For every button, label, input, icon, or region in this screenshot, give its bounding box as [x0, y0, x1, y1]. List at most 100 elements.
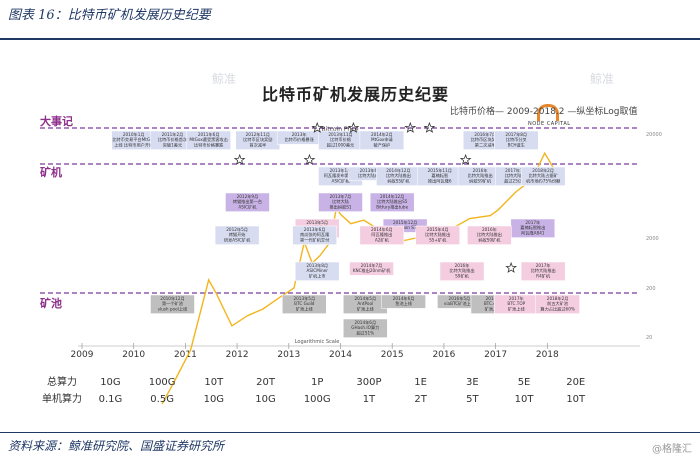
event-box-text: ASIC矿机: [238, 203, 257, 210]
event-box: [214, 225, 260, 245]
milestone-star-icon: [311, 121, 324, 133]
brand-arch-icon: [537, 104, 559, 121]
event-box-text: 2015年11月: [428, 167, 452, 174]
row-label-miners: 矿机: [40, 165, 62, 179]
event-box: [225, 192, 270, 212]
event-box-text: 推出阿瓦隆6: [428, 177, 452, 184]
total-hashrate-label: 总算力: [47, 375, 77, 388]
milestone-star-icon: [303, 153, 316, 165]
event-box-text: 2013年6月: [304, 226, 326, 233]
event-box-text: 比特币价格: [330, 136, 352, 143]
event-box-text: BTC.TOP: [507, 301, 525, 306]
x-tick-label: 2017: [484, 350, 507, 360]
event-box-text: 阿瓦隆推出: [371, 231, 392, 238]
total-hashrate-value: 10G: [100, 377, 120, 388]
event-box-text: 鱼池上线: [395, 300, 413, 306]
event-box-text: 2013年: [292, 131, 307, 138]
event-box-text: 2014年12月: [386, 167, 410, 174]
event-box-text: 第二次减半: [475, 141, 496, 148]
milestone-star-icon: [505, 261, 518, 273]
unit-hashrate-value: 100G: [304, 394, 331, 405]
y-tick-label: 2000: [646, 236, 659, 242]
event-box-text: 2018年2月: [547, 295, 569, 302]
event-box-text: 比特币分叉: [506, 136, 528, 143]
figure-title: 图表 16：比特币矿机发展历史纪要: [8, 8, 211, 23]
event-box-text: 嘉楠耘智推出: [520, 224, 545, 231]
unit-hashrate-value: 0.1G: [99, 394, 123, 405]
event-box-text: MtGox遭受黑客攻击: [189, 136, 228, 143]
event-box-text: 蚂蚁S9矿机: [478, 236, 501, 243]
event-box-text: 比特大陆: [332, 198, 349, 205]
event-box: [359, 225, 405, 245]
event-box: [369, 192, 415, 212]
milestone-star-icon: [233, 153, 246, 165]
event-box-text: Bitmain S7: [394, 225, 417, 230]
event-box: [381, 294, 426, 309]
x-tick-label: 2009: [71, 350, 94, 360]
total-hashrate-value: 100G: [149, 377, 176, 388]
unit-hashrate-value: 5T: [466, 394, 479, 405]
total-hashrate-value: 3E: [466, 377, 479, 388]
event-box-text: 2017年11月: [505, 167, 529, 174]
watermark-left: 鲸准: [212, 72, 237, 86]
event-box: [150, 294, 195, 314]
unit-hashrate-value: 10G: [204, 394, 224, 405]
unit-hashrate-value: 1T: [363, 394, 376, 405]
event-box-text: 矿池上线: [296, 305, 314, 312]
event-box-text: 比特币交易平台MtGox: [112, 136, 155, 143]
event-box-text: 2013年7月: [330, 193, 352, 200]
event-box-text: 破产保护: [373, 141, 390, 148]
event-box-text: 比特大陆推出: [449, 267, 474, 274]
corner-logo-text: @格隆汇: [652, 444, 692, 455]
brand-name: NODE CAPITAL: [528, 121, 571, 127]
event-box-text: 比特大陆营收: [505, 172, 531, 179]
total-hashrate-value: 20E: [566, 377, 585, 388]
event-box-text: slush pool上线: [158, 305, 188, 311]
event-box-text: 机市场约75%份额: [526, 177, 561, 184]
event-box-text: 矿池上线: [357, 305, 375, 312]
event-box-text: 比特币价格首次: [158, 136, 188, 143]
y-tick-label: 200: [646, 286, 656, 292]
event-box-text: 2014年12月: [380, 193, 404, 200]
event-box-text: BTC.com: [484, 301, 502, 306]
unit-hashrate-value: 10T: [566, 394, 586, 405]
event-box-text: 2014年6月: [393, 295, 415, 302]
event-box-text: 2014年2月: [371, 131, 393, 138]
inner-chart-title: 比特币矿机发展历史纪要: [262, 85, 450, 104]
event-box: [439, 261, 485, 281]
event-box-text: S5+矿机: [429, 236, 447, 243]
event-box-text: KNC推出20nm矿机: [353, 267, 391, 274]
event-box: [520, 261, 566, 281]
x-tick-label: 2011: [174, 350, 197, 360]
event-box: [494, 130, 539, 150]
chart-panel: 鲸准 鲸准 比特币矿机发展历史纪要 NODE CAPITAL 比特币价格— 20…: [0, 42, 700, 430]
event-box-text: 上线 比特币用户开始: [114, 141, 154, 148]
event-box-text: viaBTC矿池上线: [444, 300, 476, 307]
source-note: 资料来源：鲸准研究院、国盛证券研究所: [8, 439, 225, 453]
chart-subtitle: 比特币价格— 2009-2018.2 —纵坐标Log取值: [450, 107, 638, 117]
row-label-pools: 矿池: [40, 296, 62, 310]
event-box-text: MtGox申请: [371, 136, 393, 143]
event-box-text: 2013年5月: [306, 219, 328, 226]
event-box-text: 超过25亿美元: [504, 177, 530, 184]
y-tick-label: 20000: [646, 132, 662, 138]
x-tick-label: 2015: [381, 350, 404, 360]
event-box-text: 2017年: [536, 262, 551, 269]
event-box-text: 阿瓦隆A841: [521, 229, 545, 236]
title-rule: [0, 38, 700, 40]
event-box-text: ASIC矿机: [331, 177, 350, 184]
event-box-text: 2010年1月: [123, 131, 145, 138]
total-hashrate-value: 300P: [356, 377, 381, 388]
event-box-text: AntPool: [357, 301, 373, 306]
event-box-text: 推出蚂蚁S1: [329, 203, 351, 210]
y-tick-label: 20: [646, 335, 652, 341]
event-box-text: 南瓜张的阿瓦隆: [300, 231, 330, 238]
event-box: [343, 318, 388, 338]
event-box-text: Bitfury推出tube: [376, 203, 408, 210]
event-box-text: 烤猫推出第一台: [233, 198, 262, 205]
event-box: [292, 225, 337, 245]
event-box-text: 2010年12月: [160, 295, 184, 302]
event-box-text: 2013年11月: [328, 131, 352, 138]
watermark-right: 鲸准: [590, 72, 615, 86]
